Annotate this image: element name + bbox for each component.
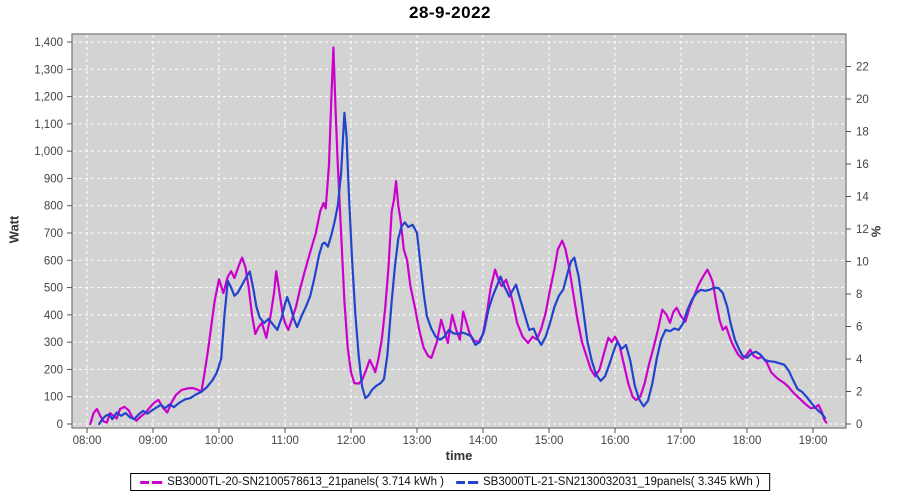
svg-text:500: 500: [44, 283, 63, 295]
y-axis-label-percent: %: [868, 225, 884, 238]
legend-label-inverter-21: SB3000TL-21-SN2130032031_19panels( 3.345…: [483, 476, 760, 488]
svg-text:16:00: 16:00: [601, 435, 630, 447]
series-line-1: [97, 111, 827, 426]
svg-text:20: 20: [856, 94, 869, 106]
svg-text:11:00: 11:00: [271, 435, 299, 447]
legend-entry-inverter-21: SB3000TL-21-SN2130032031_19panels( 3.345…: [456, 476, 760, 488]
svg-text:700: 700: [44, 228, 63, 240]
svg-text:18: 18: [856, 127, 869, 139]
svg-text:1,300: 1,300: [34, 64, 63, 76]
svg-text:12:00: 12:00: [337, 435, 366, 447]
svg-text:12: 12: [856, 224, 869, 236]
svg-text:1,100: 1,100: [34, 119, 63, 131]
x-axis-label-time: time: [445, 448, 473, 463]
chart-title: 28-9-2022: [408, 3, 491, 22]
svg-text:8: 8: [856, 289, 862, 301]
plot-area: [71, 33, 847, 429]
svg-text:200: 200: [44, 364, 63, 376]
y-axis-label-watt: Watt: [6, 215, 22, 244]
svg-text:14: 14: [856, 192, 869, 204]
legend: SB3000TL-20-SN2100578613_21panels( 3.714…: [130, 473, 770, 491]
svg-text:22: 22: [856, 62, 869, 74]
svg-text:1,400: 1,400: [34, 37, 63, 49]
svg-text:400: 400: [44, 310, 63, 322]
svg-text:18:00: 18:00: [733, 435, 762, 447]
svg-text:14:00: 14:00: [469, 435, 498, 447]
svg-text:08:00: 08:00: [73, 435, 102, 447]
series-line-0: [89, 46, 828, 426]
svg-text:09:00: 09:00: [139, 435, 168, 447]
legend-label-inverter-20: SB3000TL-20-SN2100578613_21panels( 3.714…: [167, 476, 444, 488]
svg-text:10:00: 10:00: [205, 435, 234, 447]
svg-text:16: 16: [856, 159, 869, 171]
svg-text:900: 900: [44, 173, 63, 185]
svg-text:2: 2: [856, 387, 862, 399]
svg-text:800: 800: [44, 201, 63, 213]
axis-tick-labels: 01002003004005006007008009001,0001,1001,…: [34, 37, 869, 447]
gridlines: [73, 35, 845, 427]
axis-tick-marks: [67, 41, 851, 433]
svg-text:100: 100: [44, 392, 63, 404]
svg-text:4: 4: [856, 354, 863, 366]
svg-text:17:00: 17:00: [667, 435, 696, 447]
svg-text:0: 0: [856, 419, 862, 431]
svg-text:13:00: 13:00: [403, 435, 432, 447]
svg-text:600: 600: [44, 255, 63, 267]
legend-line-sample-magenta: [140, 480, 163, 484]
svg-text:6: 6: [856, 322, 862, 334]
legend-entry-inverter-20: SB3000TL-20-SN2100578613_21panels( 3.714…: [140, 476, 444, 488]
svg-text:300: 300: [44, 337, 63, 349]
svg-text:10: 10: [856, 257, 869, 269]
svg-text:1,000: 1,000: [34, 146, 63, 158]
svg-text:15:00: 15:00: [535, 435, 564, 447]
svg-text:1,200: 1,200: [34, 92, 63, 104]
svg-text:0: 0: [57, 419, 63, 431]
legend-line-sample-blue: [456, 480, 478, 484]
svg-text:19:00: 19:00: [799, 435, 828, 447]
